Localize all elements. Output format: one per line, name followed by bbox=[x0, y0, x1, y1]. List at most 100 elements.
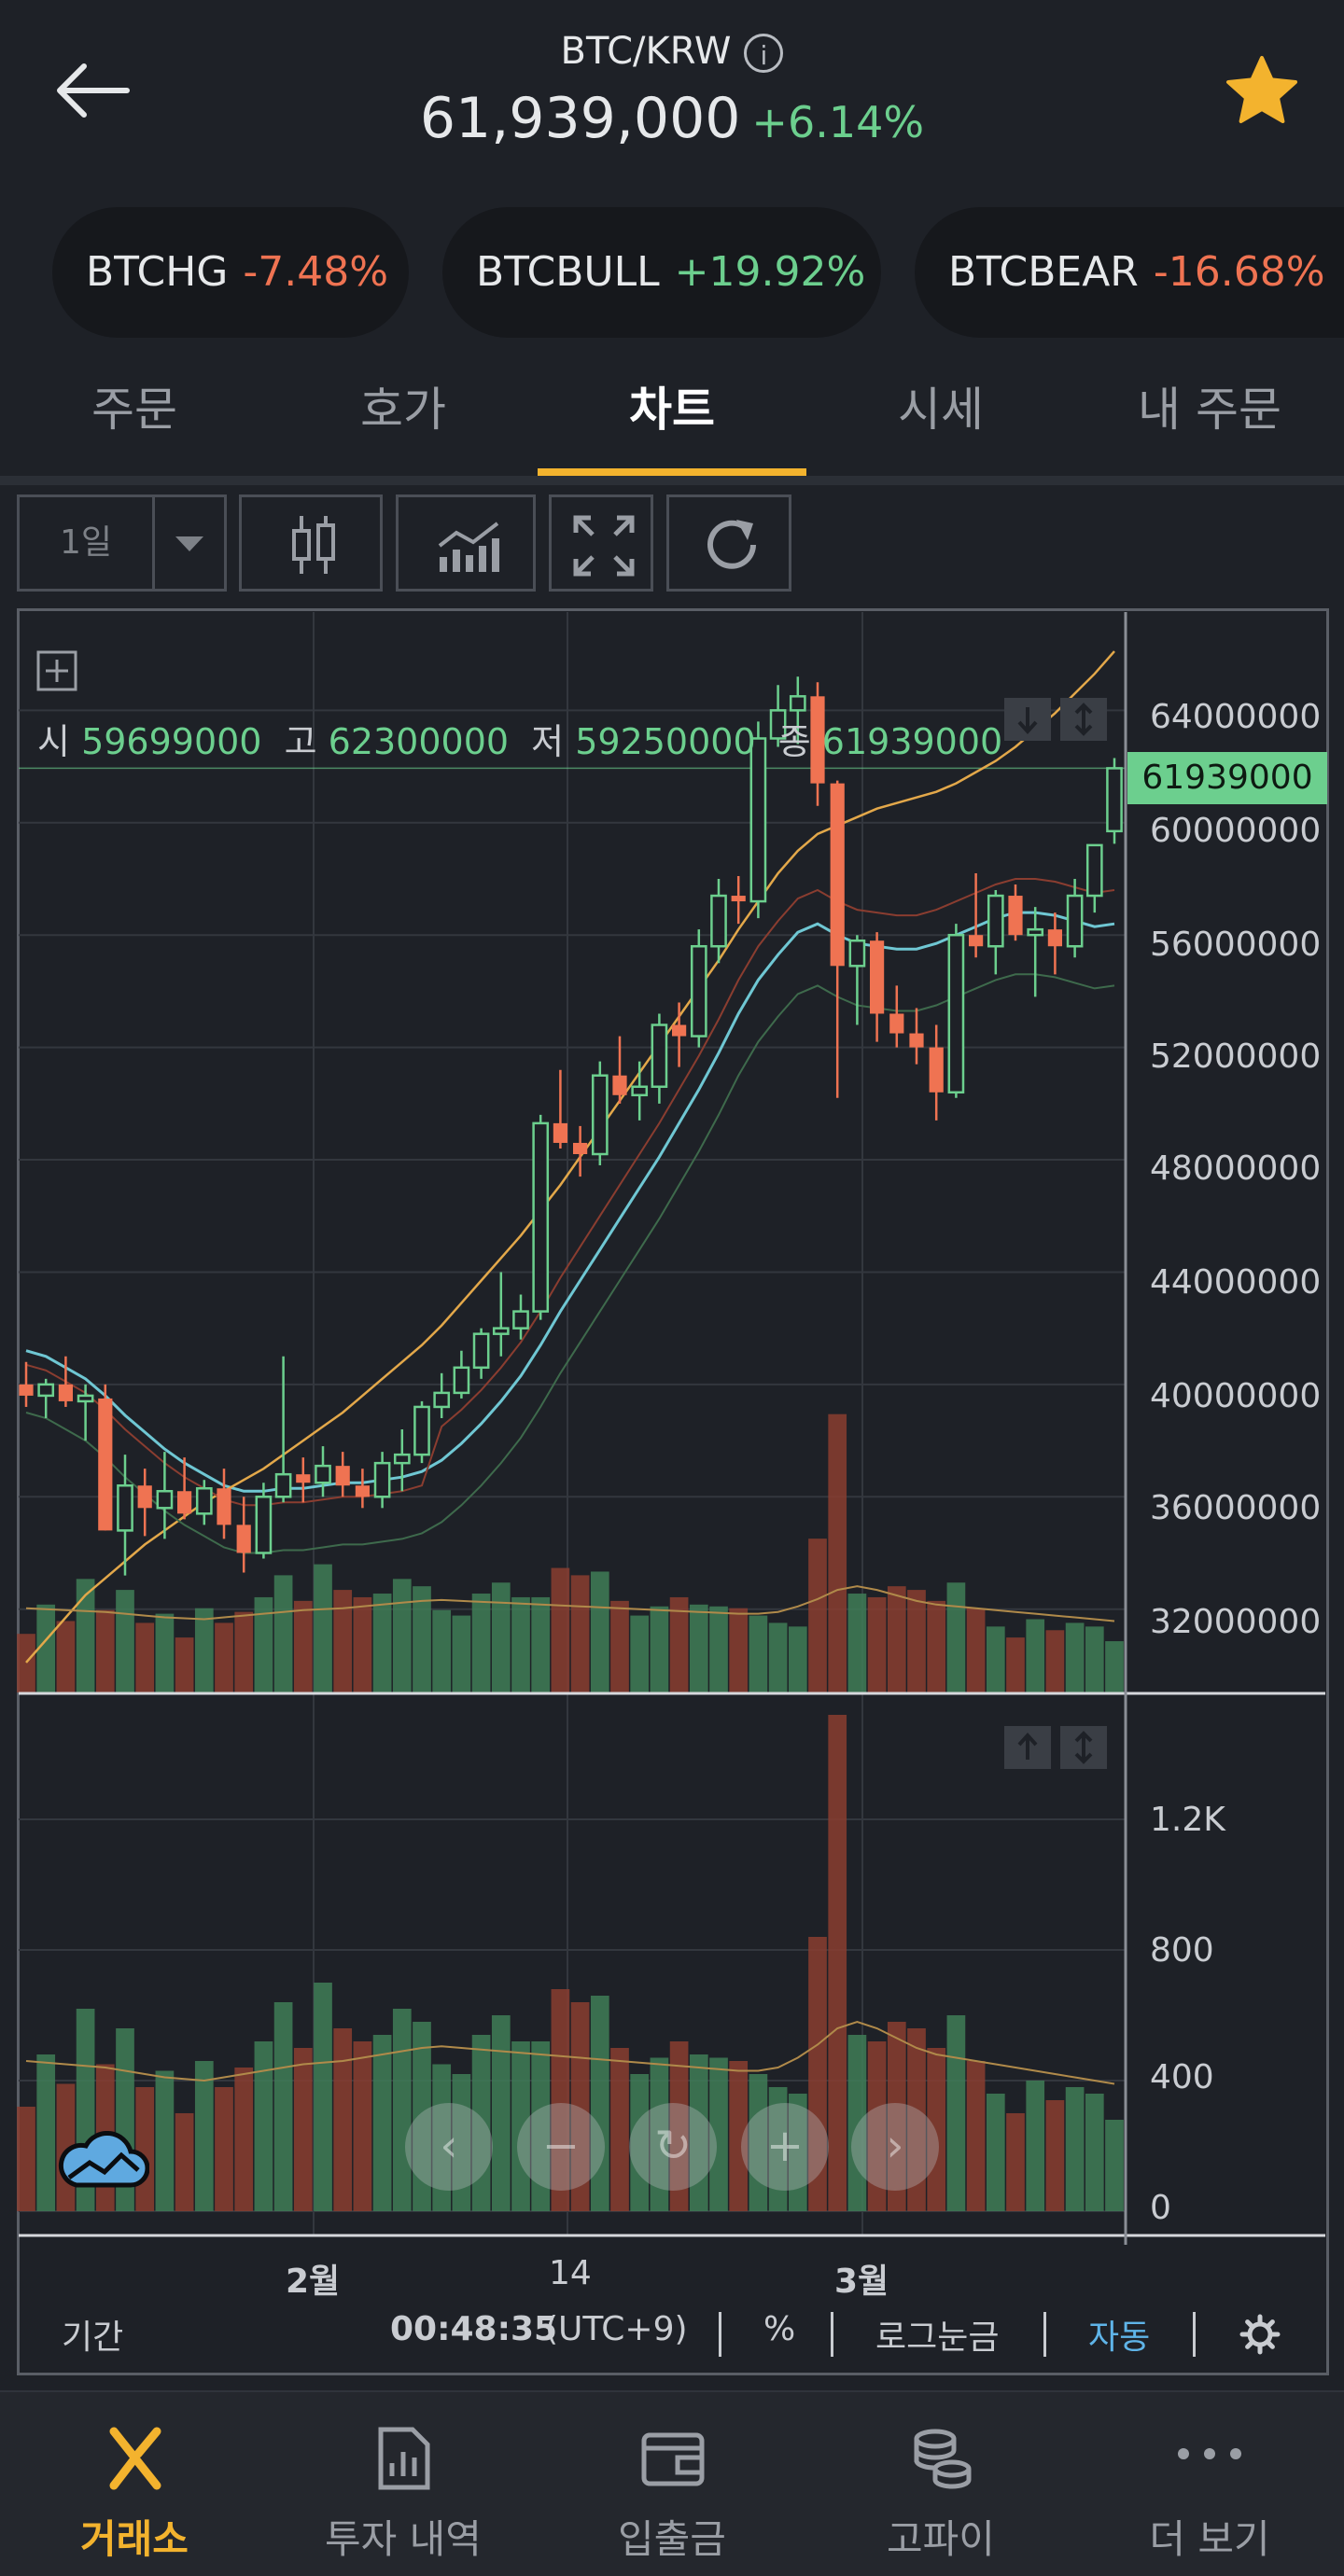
chip-name: BTCBULL bbox=[476, 248, 660, 296]
price-change: +6.14% bbox=[751, 97, 925, 147]
volume-bar bbox=[887, 1586, 906, 1692]
tab-orderbook[interactable]: 호가 bbox=[360, 383, 446, 437]
volume-bar bbox=[847, 1594, 867, 1692]
volume-bar bbox=[729, 2061, 749, 2211]
volume-bar bbox=[333, 1590, 353, 1692]
volume-bar bbox=[551, 1989, 570, 2211]
nav-gopax-earn[interactable]: 고파이 bbox=[806, 2392, 1075, 2576]
refresh-button[interactable] bbox=[666, 494, 791, 592]
scroll-right-button[interactable]: › bbox=[851, 2103, 939, 2191]
pane-down-button[interactable] bbox=[1004, 698, 1051, 741]
volume-bar bbox=[392, 2009, 412, 2211]
candle-body bbox=[37, 1383, 55, 1398]
ohlc-high-value: 62300000 bbox=[328, 721, 510, 762]
volume-bar bbox=[630, 1615, 650, 1692]
candle-body bbox=[929, 1047, 944, 1093]
volume-bar bbox=[1105, 2120, 1124, 2211]
candle-body bbox=[889, 1013, 904, 1034]
add-indicator-icon[interactable] bbox=[35, 649, 78, 692]
price-tick: 60000000 bbox=[1150, 812, 1322, 850]
candle-body bbox=[236, 1525, 251, 1553]
expand-vertical-icon bbox=[1074, 1731, 1093, 1764]
back-arrow-icon[interactable] bbox=[52, 58, 131, 123]
volume-bar bbox=[314, 1564, 332, 1692]
timezone-button[interactable]: (UTC+9) bbox=[545, 2310, 688, 2348]
volume-bar bbox=[650, 2057, 669, 2211]
nav-deposit-withdraw[interactable]: 입출금 bbox=[538, 2392, 806, 2576]
volume-bar bbox=[353, 1596, 372, 1692]
favorite-star-icon[interactable] bbox=[1223, 52, 1301, 131]
candle-body bbox=[969, 935, 984, 947]
volume-bar bbox=[491, 1582, 511, 1692]
price-tick: 36000000 bbox=[1150, 1489, 1322, 1527]
current-price: 61,939,000 bbox=[419, 86, 741, 151]
candle-body bbox=[117, 1483, 133, 1532]
volume-bar bbox=[966, 1608, 986, 1692]
nav-investment-history[interactable]: 투자 내역 bbox=[269, 2392, 538, 2576]
volume-tick: 400 bbox=[1150, 2058, 1214, 2096]
candle-body bbox=[274, 1472, 292, 1498]
volume-bar bbox=[669, 2041, 689, 2211]
tab-my-orders[interactable]: 내 주문 bbox=[1138, 383, 1281, 437]
zoom-out-button[interactable]: − bbox=[517, 2103, 605, 2191]
volume-tick: 0 bbox=[1150, 2189, 1171, 2227]
related-chip-btcbear[interactable]: BTCBEAR -16.68% bbox=[915, 207, 1344, 338]
candle-body bbox=[769, 709, 787, 740]
fullscreen-button[interactable] bbox=[549, 494, 653, 592]
tab-market-price[interactable]: 시세 bbox=[898, 383, 984, 437]
volume-bar bbox=[986, 1626, 1005, 1692]
volume-bar bbox=[452, 2074, 471, 2211]
candle-body bbox=[137, 1485, 152, 1509]
refresh-icon bbox=[707, 520, 756, 569]
candle-body bbox=[77, 1394, 94, 1403]
scroll-left-button[interactable]: ‹ bbox=[405, 2103, 493, 2191]
settings-gear-icon[interactable] bbox=[1239, 2314, 1281, 2355]
candle-body bbox=[177, 1491, 192, 1514]
candle-body bbox=[1027, 927, 1044, 937]
pane-expand-button[interactable] bbox=[1060, 698, 1107, 741]
volume-bar bbox=[254, 1596, 273, 1692]
candle-body bbox=[573, 1142, 588, 1155]
volume-bar bbox=[56, 1621, 76, 1692]
fullscreen-icon bbox=[573, 515, 635, 577]
info-icon[interactable]: i bbox=[744, 34, 784, 73]
volume-bar bbox=[927, 1600, 946, 1692]
reset-zoom-button[interactable]: ↻ bbox=[629, 2103, 717, 2191]
volume-bar bbox=[570, 2002, 590, 2211]
candle-body bbox=[195, 1486, 213, 1515]
indicators-button[interactable] bbox=[396, 494, 536, 592]
chart-area[interactable] bbox=[17, 608, 1329, 2375]
candle-body bbox=[810, 696, 825, 784]
tab-chart[interactable]: 차트 bbox=[629, 383, 715, 437]
pane-up-button[interactable] bbox=[1004, 1726, 1051, 1769]
volume-bar bbox=[372, 2035, 392, 2211]
related-chip-btcbull[interactable]: BTCBULL +19.92% bbox=[442, 207, 881, 338]
volume-bar bbox=[531, 1596, 551, 1692]
candlestick-icon bbox=[292, 516, 335, 574]
nav-exchange[interactable]: 거래소 bbox=[0, 2392, 269, 2576]
footer-separator bbox=[719, 2312, 721, 2357]
expand-vertical-icon bbox=[1074, 703, 1093, 736]
zoom-in-button[interactable]: + bbox=[741, 2103, 829, 2191]
percent-toggle[interactable]: % bbox=[763, 2310, 796, 2348]
price-tick: 64000000 bbox=[1150, 698, 1322, 736]
date-tick: 3월 bbox=[834, 2263, 889, 2301]
chart-type-button[interactable] bbox=[239, 494, 383, 592]
related-chip-btchg[interactable]: BTCHG -7.48% bbox=[52, 207, 409, 338]
volume-panel-bars bbox=[17, 1715, 1124, 2211]
period-button[interactable]: 기간 bbox=[62, 2318, 124, 2357]
volume-bar bbox=[590, 1996, 609, 2211]
log-scale-toggle[interactable]: 로그눈금 bbox=[875, 2318, 1000, 2357]
auto-scale-toggle[interactable]: 자동 bbox=[1088, 2318, 1151, 2357]
tab-order[interactable]: 주문 bbox=[91, 383, 177, 437]
interval-dropdown-button[interactable] bbox=[152, 494, 227, 592]
active-tab-indicator bbox=[538, 468, 806, 476]
pane-expand-button-2[interactable] bbox=[1060, 1726, 1107, 1769]
volume-bar bbox=[1045, 2100, 1065, 2211]
candle-body bbox=[453, 1366, 470, 1395]
nav-more[interactable]: 더 보기 bbox=[1075, 2392, 1344, 2576]
tab-bar: 주문 호가 차트 시세 내 주문 bbox=[0, 355, 1344, 476]
volume-bar bbox=[1045, 1630, 1065, 1692]
volume-bar bbox=[155, 1613, 175, 1692]
